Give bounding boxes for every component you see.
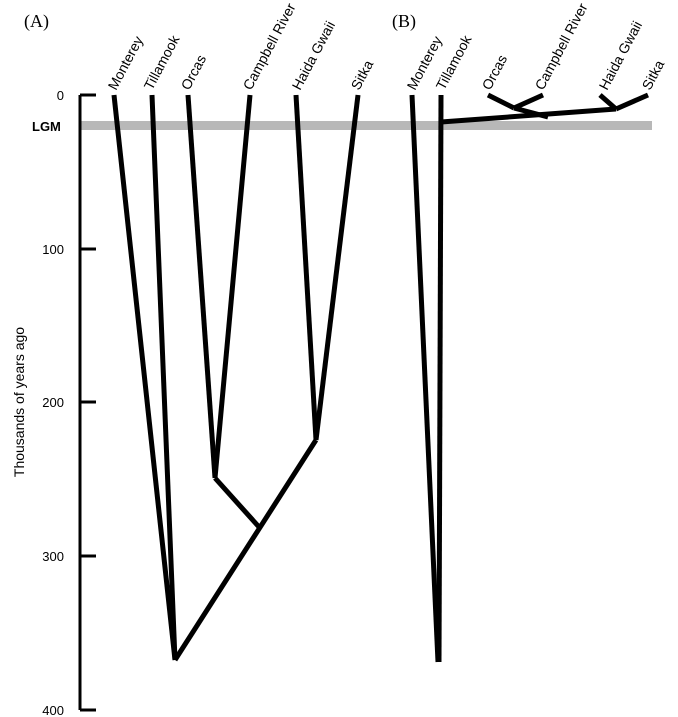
panel-a-branch-haida-gwaii — [293, 94, 319, 441]
y-axis-title: Thousands of years ago — [11, 327, 27, 477]
panel-b-branch-monterey — [409, 94, 441, 663]
y-tick-label-100: 100 — [42, 242, 64, 257]
y-tick-label-200: 200 — [42, 395, 64, 410]
panel-a-taxon-tillamook: Tillamook — [141, 32, 183, 93]
panel-b-branch-northern-stem — [440, 106, 617, 125]
panel-b-branch-orcas — [486, 92, 516, 111]
panel-a-taxon-monterey: Monterey — [105, 33, 147, 92]
panel-b-taxon-campbell-river: Campbell River — [532, 0, 591, 92]
panel-b-branch-tillamook — [436, 94, 444, 663]
lgm-label: LGM — [32, 119, 61, 134]
panel-b-taxa: Monterey Tillamook Orcas Campbell River … — [404, 0, 668, 92]
panel-b-branch-haida-gwaii — [598, 93, 618, 111]
y-tick-label-400: 400 — [42, 703, 64, 717]
panel-a-branch-deep-clade — [172, 438, 319, 662]
panel-b-branch-sitka — [614, 92, 650, 112]
panel-a-branch-orcas — [185, 94, 218, 479]
panel-b-taxon-sitka: Sitka — [639, 57, 668, 92]
panel-a-taxon-orcas: Orcas — [178, 52, 210, 92]
panel-a-taxon-haida-gwaii: Haida Gwaii — [289, 18, 339, 92]
lgm-band — [80, 121, 652, 130]
panel-b-branch-campbell-river — [512, 92, 545, 111]
y-tick-label-0: 0 — [57, 88, 64, 103]
panel-a-taxon-campbell-river: Campbell River — [240, 0, 299, 92]
panel-b-taxon-orcas: Orcas — [479, 52, 511, 92]
panel-a-label: (A) — [24, 11, 49, 32]
panel-a-taxa: Monterey Tillamook Orcas Campbell River … — [105, 0, 377, 92]
panel-b-taxon-haida-gwaii: Haida Gwaii — [596, 18, 646, 92]
panel-a-branch-orcas-campbell-stem — [213, 476, 261, 529]
y-tick-label-300: 300 — [42, 549, 64, 564]
panel-a-taxon-sitka: Sitka — [348, 57, 377, 92]
panel-a-branch-monterey — [111, 94, 178, 661]
panel-a-branch-tillamook — [149, 94, 178, 661]
panel-a-branch-campbell-river — [212, 94, 253, 479]
panel-b-branch-orcas-campbell-stem — [513, 105, 549, 120]
panel-a-branch-sitka — [313, 94, 361, 441]
panel-b-tree — [409, 92, 650, 663]
panel-b-label: (B) — [392, 11, 416, 32]
panel-a-tree — [111, 94, 361, 662]
